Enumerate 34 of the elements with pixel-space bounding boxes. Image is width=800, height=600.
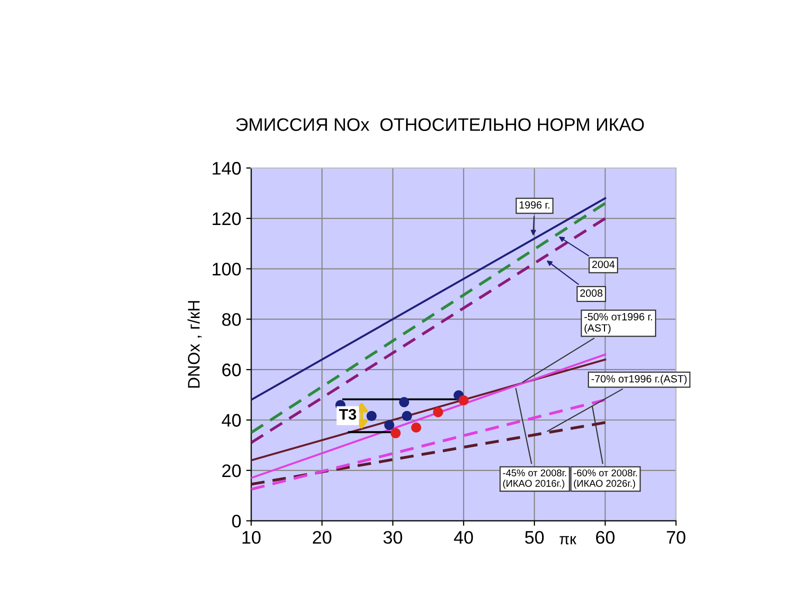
- x-tick-label: 70: [666, 531, 686, 544]
- annotation: Т3: [339, 409, 356, 420]
- point: [390, 428, 401, 438]
- annotation: -50% от1996 г. (AST): [584, 313, 652, 334]
- annotation: 2008: [580, 289, 602, 297]
- y-axis-title: DNOx , г/кН: [187, 301, 202, 388]
- point: [433, 407, 444, 418]
- chart-title: ЭМИССИЯ NOx ОТНОСИТЕЛЬНО НОРМ ИКАО: [236, 118, 644, 131]
- annotation: -70% от1996 г.(AST): [592, 374, 687, 385]
- y-tick-label: 140: [212, 162, 241, 175]
- x-tick-label: 10: [242, 531, 261, 544]
- x-tick-label: 60: [596, 531, 615, 544]
- y-tick-label: 40: [222, 414, 241, 427]
- point: [384, 420, 394, 430]
- y-tick-label: 80: [222, 313, 241, 326]
- x-tick-label: 40: [454, 531, 473, 544]
- y-tick-label: 20: [222, 464, 241, 478]
- annotation: -45% от 2008г. (ИКАО 2016г.): [502, 469, 566, 489]
- y-tick-label: 120: [212, 212, 241, 226]
- x-tick-label: 20: [312, 531, 332, 544]
- y-tick-label: 100: [212, 262, 241, 276]
- annotation: -60% от 2008г. (ИКАО 2026г.): [574, 469, 637, 489]
- annotation: 1996 г.: [520, 201, 550, 209]
- point: [399, 397, 410, 408]
- y-tick-label: 0: [232, 514, 241, 528]
- x-axis-title: πк: [560, 536, 576, 544]
- x-tick-label: 30: [383, 531, 402, 544]
- point: [402, 410, 412, 422]
- point: [411, 422, 422, 433]
- x-tick-label: 50: [525, 531, 544, 544]
- point: [458, 395, 469, 406]
- point: [366, 410, 377, 422]
- y-tick-label: 60: [222, 364, 241, 376]
- annotation: 2004: [592, 260, 615, 268]
